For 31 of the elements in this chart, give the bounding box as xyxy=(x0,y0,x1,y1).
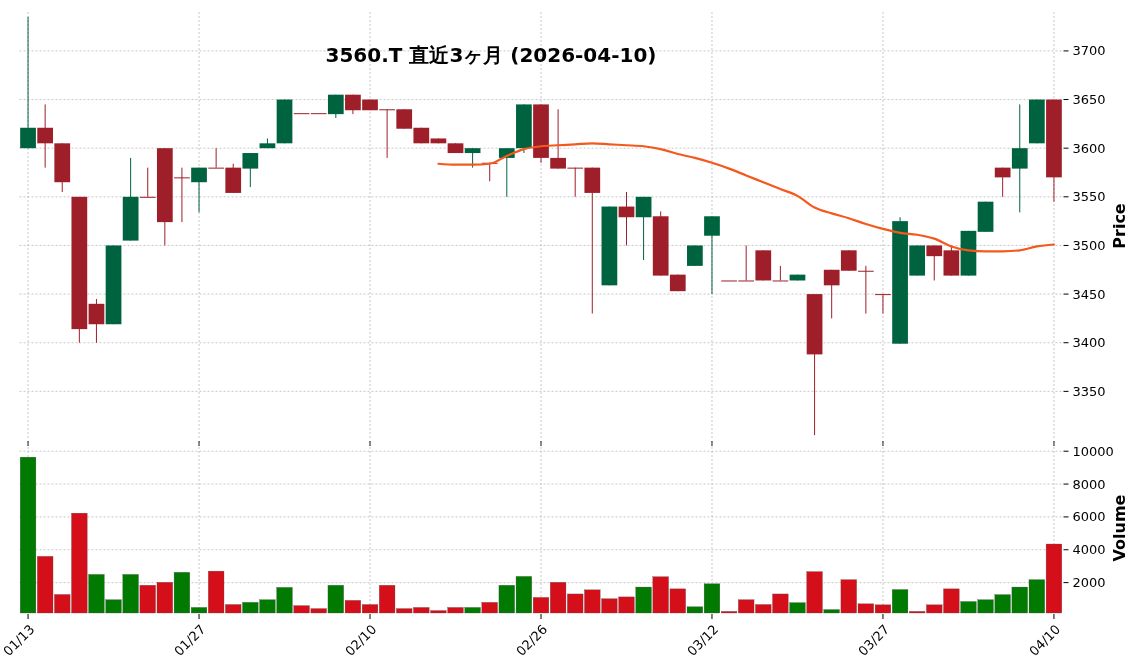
y-tick-label: 3350 xyxy=(1072,383,1106,399)
y-axis-title: Volume xyxy=(1109,494,1129,562)
line-series xyxy=(437,142,1056,253)
candlestick xyxy=(687,244,703,267)
y-tick-label: 4000 xyxy=(1072,542,1106,558)
candlestick xyxy=(242,152,259,188)
y-tick-label: 3700 xyxy=(1072,43,1106,59)
candlestick xyxy=(1011,103,1028,213)
y-tick-label: 10000 xyxy=(1072,443,1114,459)
y-tick-label: 3400 xyxy=(1072,335,1106,351)
text: 3560.T 直近3ヶ月 (2026-04-10) xyxy=(325,43,657,67)
candlestick xyxy=(464,147,481,169)
candlestick xyxy=(858,265,874,315)
y-tick-label: 3450 xyxy=(1072,286,1106,302)
candlestick xyxy=(704,215,720,295)
candlestick xyxy=(875,293,891,315)
y-axis-title: Price xyxy=(1109,203,1129,249)
y-tick-label: 3600 xyxy=(1072,140,1106,156)
candlestick xyxy=(37,103,54,169)
candlestick xyxy=(191,167,207,213)
y-tick-label: 2000 xyxy=(1072,575,1106,591)
candlestick xyxy=(20,16,36,149)
y-tick-label: 3550 xyxy=(1072,189,1106,205)
y-tick-label: 3500 xyxy=(1072,238,1106,253)
candlestick xyxy=(635,196,652,261)
candlestick xyxy=(772,265,789,282)
candlestick xyxy=(88,298,105,344)
candlestick xyxy=(994,167,1011,198)
y-tick-label: 3650 xyxy=(1072,92,1106,108)
y-tick-label: 6000 xyxy=(1072,509,1106,525)
y-tick-label: 8000 xyxy=(1072,476,1106,492)
